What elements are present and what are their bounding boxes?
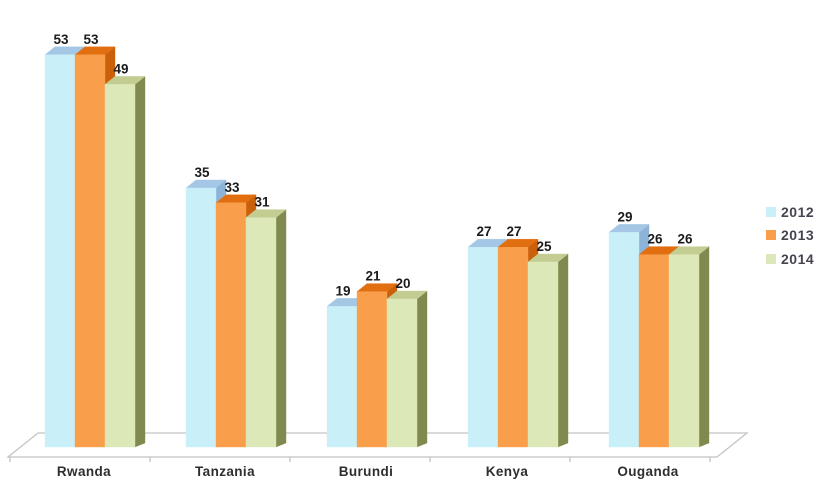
value-label: 49 (113, 61, 128, 76)
bar-side-face (275, 209, 287, 448)
bar-tanzania-2014 (245, 209, 287, 448)
legend-item-2012: 2012 (766, 200, 814, 224)
value-label: 35 (194, 165, 210, 180)
bar-ouganda-2014 (668, 246, 710, 448)
value-label: 27 (506, 224, 521, 239)
bar-front-face (326, 306, 358, 448)
value-label: 21 (365, 269, 381, 284)
bar-front-face (104, 84, 136, 448)
bar-burundi-2014 (386, 290, 428, 448)
value-label: 29 (617, 209, 632, 224)
legend-label-2013: 2013 (781, 227, 815, 244)
value-label: 33 (224, 180, 240, 195)
category-label-burundi: Burundi (339, 464, 394, 479)
bar-front-face (44, 54, 76, 448)
bar-front-face (185, 187, 217, 448)
bar-front-face (467, 246, 499, 448)
category-label-rwanda: Rwanda (57, 464, 111, 479)
legend-swatch-2014 (766, 253, 776, 264)
category-label-tanzania: Tanzania (195, 464, 255, 479)
floor-outline (6, 432, 749, 458)
bar-front-face (386, 298, 418, 448)
bar-front-face (356, 291, 388, 448)
value-label: 26 (677, 232, 693, 247)
value-label: 53 (83, 32, 99, 47)
value-label: 19 (335, 283, 350, 298)
value-label: 31 (254, 195, 270, 210)
bar-kenya-2014 (527, 253, 569, 448)
legend-item-2013: 2013 (766, 224, 814, 248)
bar-front-face (527, 261, 559, 448)
bar-front-face (638, 254, 670, 448)
bar-front-face (497, 246, 529, 448)
legend-label-2012: 2012 (781, 203, 815, 220)
bar-side-face (557, 253, 569, 448)
value-label: 53 (53, 32, 69, 47)
legend-label-2014: 2014 (781, 250, 815, 267)
category-label-ouganda: Ouganda (617, 464, 678, 479)
category-label-kenya: Kenya (486, 464, 529, 479)
legend-swatch-2012 (766, 206, 776, 217)
legend-swatch-2013 (766, 230, 776, 241)
legend-item-2014: 2014 (766, 247, 814, 271)
bar-front-face (245, 217, 277, 448)
bar-side-face (698, 246, 710, 448)
bar-front-face (668, 254, 700, 448)
value-label: 26 (647, 232, 663, 247)
bar-front-face (608, 232, 640, 448)
bar-front-face (74, 54, 106, 448)
bar-side-face (134, 75, 146, 448)
bar-front-face (215, 202, 247, 448)
value-label: 27 (476, 224, 491, 239)
value-label: 20 (395, 276, 410, 291)
value-label: 25 (536, 239, 552, 254)
bar-side-face (416, 290, 428, 448)
legend: 2012 2013 2014 (766, 200, 814, 271)
bar-rwanda-2014 (104, 75, 146, 448)
